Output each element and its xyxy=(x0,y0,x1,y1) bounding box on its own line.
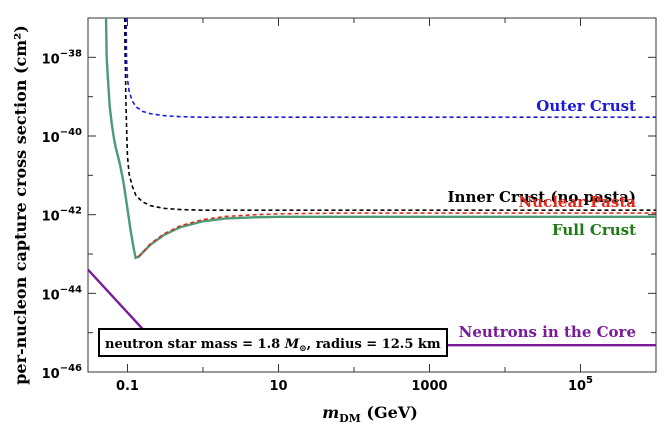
info-box-text: neutron star mass = 1.8 M⊙, radius = 12.… xyxy=(105,337,441,354)
y-tick-label-base: 10 xyxy=(42,52,60,67)
x-tick-label-base: 1000 xyxy=(411,379,447,394)
series-group xyxy=(88,18,656,347)
y-tick-label: 10−44 xyxy=(42,284,82,303)
plot-frame-layer xyxy=(87,17,657,373)
annotation-layer: Outer Crust Inner Crust (no pasta)Nuclear… xyxy=(448,97,637,341)
plot-frame xyxy=(87,17,657,373)
x-axis-title-subscript: DM xyxy=(339,412,361,425)
info-box-border xyxy=(98,328,448,357)
y-tick-label-base: 10 xyxy=(42,288,60,303)
y-tick-label-exponent: −46 xyxy=(60,363,82,374)
x-tick-label-base: 10 xyxy=(269,379,287,394)
annotation-outer-crust: Outer Crust xyxy=(536,97,636,115)
annotation-nuclear-pasta: Nuclear Pasta xyxy=(518,193,636,211)
y-axis-title: per-nucleon capture cross section (cm²) xyxy=(11,25,30,385)
x-tick-label-base: 10 xyxy=(568,379,586,394)
annotation-full-crust: Full Crust xyxy=(552,221,636,239)
x-tick-label-exponent: 5 xyxy=(586,375,593,386)
y-tick-label: 10−42 xyxy=(42,206,82,225)
info-box-mass-subscript: ⊙ xyxy=(299,344,307,354)
y-tick-label: 10−46 xyxy=(42,363,82,382)
x-axis-title-unit: (GeV) xyxy=(361,403,418,422)
series-line-full-crust xyxy=(104,18,656,260)
series-layer xyxy=(88,18,656,347)
annotation-neutrons-in-the-core: Neutrons in the Core xyxy=(459,323,636,341)
y-tick-label-exponent: −38 xyxy=(60,48,82,59)
series-line-nuclear-pasta xyxy=(137,212,656,258)
info-box-suffix: , radius = 12.5 km xyxy=(307,337,441,352)
y-tick-label-base: 10 xyxy=(42,210,60,225)
series-line-outer-crust xyxy=(125,18,656,119)
y-tick-label: 10−40 xyxy=(42,127,82,146)
x-tick-label-base: 0.1 xyxy=(116,379,139,394)
info-box-mass-symbol: M xyxy=(284,337,300,352)
series-line-inner-crust-no-pasta xyxy=(123,18,656,211)
x-tick-label: 105 xyxy=(568,375,593,394)
x-tick-label: 0.1 xyxy=(116,379,139,394)
y-tick-label-exponent: −40 xyxy=(60,127,82,138)
y-tick-label-base: 10 xyxy=(42,367,60,382)
y-tick-label-base: 10 xyxy=(42,131,60,146)
x-axis-title: mDM (GeV) xyxy=(322,403,418,425)
x-tick-label: 10 xyxy=(269,379,287,394)
y-tick-label-exponent: −42 xyxy=(60,206,82,217)
y-tick-label: 10−38 xyxy=(42,48,82,67)
y-tick-label-exponent: −44 xyxy=(60,284,82,295)
info-box-prefix: neutron star mass = 1.8 xyxy=(105,337,285,352)
annotation-inner-crust-no-pasta: Inner Crust (no pasta) xyxy=(448,188,636,206)
info-box: neutron star mass = 1.8 M⊙, radius = 12.… xyxy=(98,328,448,357)
x-tick-label: 1000 xyxy=(411,379,447,394)
x-axis-title-symbol: m xyxy=(322,403,339,422)
